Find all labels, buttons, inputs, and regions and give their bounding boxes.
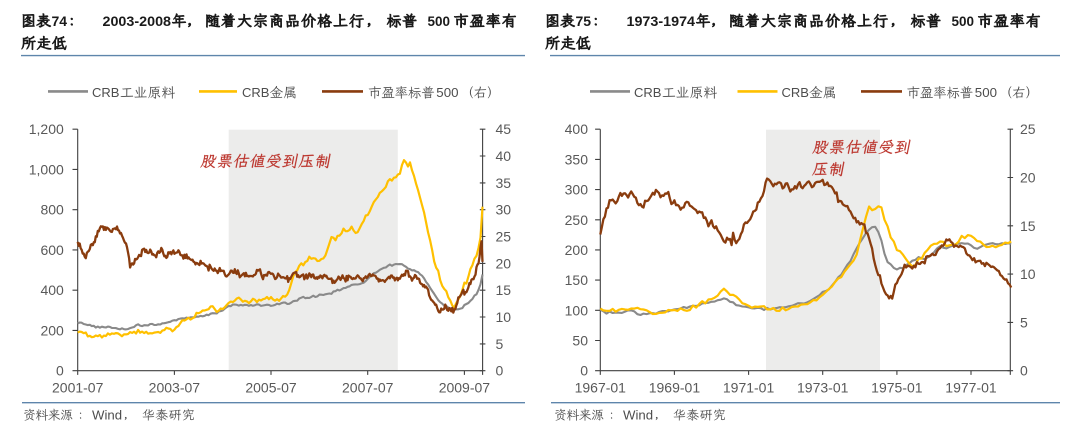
svg-text:1967-01: 1967-01 xyxy=(575,379,627,395)
svg-text:25: 25 xyxy=(1020,121,1036,137)
svg-text:75: 75 xyxy=(576,13,592,29)
svg-text:200: 200 xyxy=(40,322,64,338)
svg-text:20: 20 xyxy=(1020,170,1036,186)
svg-text:500: 500 xyxy=(952,13,975,29)
svg-text:2007-07: 2007-07 xyxy=(342,379,394,395)
svg-text:CRB: CRB xyxy=(634,85,661,100)
svg-text:0: 0 xyxy=(580,363,588,379)
svg-text:800: 800 xyxy=(40,202,64,218)
svg-text:300: 300 xyxy=(565,182,589,198)
svg-text:25: 25 xyxy=(496,229,512,245)
svg-text:CRB: CRB xyxy=(242,85,269,100)
svg-text:2009-07: 2009-07 xyxy=(439,379,491,395)
svg-text:1977-01: 1977-01 xyxy=(945,379,997,395)
svg-text:15: 15 xyxy=(496,282,512,298)
svg-text:2001-07: 2001-07 xyxy=(52,379,104,395)
svg-text:40: 40 xyxy=(496,148,512,164)
svg-text:1973-1974: 1973-1974 xyxy=(627,13,696,29)
svg-text:200: 200 xyxy=(565,242,589,258)
svg-text:Wind: Wind xyxy=(623,407,653,422)
svg-text:1971-01: 1971-01 xyxy=(723,379,775,395)
svg-text:30: 30 xyxy=(496,202,512,218)
svg-text:500: 500 xyxy=(436,85,458,100)
svg-text:0: 0 xyxy=(496,363,504,379)
svg-text:250: 250 xyxy=(565,212,589,228)
svg-text:1973-01: 1973-01 xyxy=(797,379,849,395)
svg-text:45: 45 xyxy=(496,121,512,137)
svg-text:400: 400 xyxy=(40,282,64,298)
svg-text:2005-07: 2005-07 xyxy=(245,379,297,395)
svg-text:Wind: Wind xyxy=(92,407,122,422)
svg-text:400: 400 xyxy=(565,121,589,137)
svg-text:100: 100 xyxy=(565,302,589,318)
svg-text:1975-01: 1975-01 xyxy=(871,379,923,395)
svg-text:35: 35 xyxy=(496,175,512,191)
svg-text:0: 0 xyxy=(56,363,64,379)
svg-text:74: 74 xyxy=(52,13,68,29)
svg-text:5: 5 xyxy=(496,336,504,352)
svg-text:600: 600 xyxy=(40,242,64,258)
svg-text:350: 350 xyxy=(565,151,589,167)
svg-text:1969-01: 1969-01 xyxy=(649,379,701,395)
svg-text:15: 15 xyxy=(1020,218,1036,234)
svg-text:10: 10 xyxy=(1020,266,1036,282)
svg-text:CRB: CRB xyxy=(782,85,809,100)
svg-text:20: 20 xyxy=(496,255,512,271)
svg-text:1,200: 1,200 xyxy=(29,121,64,137)
svg-text:2003-2008: 2003-2008 xyxy=(103,13,172,29)
svg-text:1,000: 1,000 xyxy=(29,161,64,177)
svg-text:5: 5 xyxy=(1020,314,1028,330)
svg-text:CRB: CRB xyxy=(92,85,119,100)
svg-text:2003-07: 2003-07 xyxy=(149,379,201,395)
svg-text:500: 500 xyxy=(428,13,451,29)
svg-text:0: 0 xyxy=(1020,363,1028,379)
svg-text:150: 150 xyxy=(565,272,589,288)
svg-text:10: 10 xyxy=(496,309,512,325)
svg-text:50: 50 xyxy=(572,333,588,349)
svg-text:500: 500 xyxy=(975,85,997,100)
